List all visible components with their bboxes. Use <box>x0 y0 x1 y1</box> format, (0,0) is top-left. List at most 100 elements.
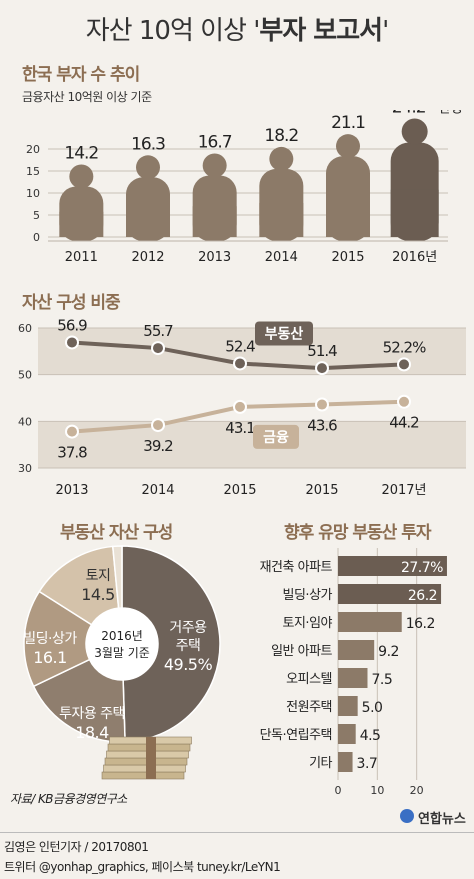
bar <box>338 724 356 744</box>
bar-base <box>192 206 237 237</box>
bar <box>338 584 442 604</box>
category-label: 재건축 아파트 <box>260 560 333 575</box>
slice-label: 투자용 주택 <box>59 706 125 722</box>
data-label: 14.2 <box>64 144 98 164</box>
x-tick-label: 2014 <box>141 483 174 498</box>
donut-hole <box>86 608 158 680</box>
y-tick-label: 5 <box>33 209 40 222</box>
x-tick-label: 2015 <box>305 483 338 498</box>
y-tick-label: 20 <box>26 143 40 156</box>
slice-value: 16.1 <box>33 648 67 667</box>
legend-label: 금융 <box>263 430 289 446</box>
bar-base <box>59 211 104 237</box>
data-label: 39.2 <box>143 437 173 455</box>
data-label: 7.5 <box>372 672 393 688</box>
rich-count-chart: 0 5 10 15 20 14.2 2011 16.3 2012 16.7 2013 18.2 2014… <box>26 110 463 265</box>
slice-label: 토지 <box>86 568 111 584</box>
bar <box>338 668 368 688</box>
investment-title: 향후 유망 부동산 투자 <box>284 523 432 543</box>
title-end: ' <box>382 16 389 46</box>
x-tick-label: 2016년 <box>392 250 437 265</box>
money-band <box>146 737 156 779</box>
data-label: 18.2 <box>264 126 298 146</box>
realestate-composition-title: 부동산 자산 구성 <box>60 523 173 543</box>
legend-label: 부동산 <box>265 325 304 342</box>
y-tick-label: 30 <box>18 462 32 475</box>
bar-base <box>259 202 304 237</box>
bar <box>338 612 402 632</box>
logo-text: 연합뉴스 <box>418 812 466 827</box>
title-plain: 자산 10억 이상 ' <box>85 16 261 46</box>
slice-value: 14.5 <box>81 585 115 604</box>
x-tick-label: 2014 <box>265 250 298 265</box>
data-point <box>397 357 411 372</box>
y-tick-label: 0 <box>33 231 40 244</box>
data-label: 55.7 <box>143 322 173 340</box>
data-label: 4.5 <box>360 728 381 744</box>
bar-head <box>69 164 94 189</box>
data-point <box>65 335 79 350</box>
center-label: 2016년 <box>101 629 143 643</box>
rich-count-title: 한국 부자 수 추이 <box>22 65 140 85</box>
slice-label: 빌딩·상가 <box>23 631 77 647</box>
data-label: 26.2 <box>408 588 437 604</box>
bar-base <box>390 189 439 237</box>
data-label: 56.9 <box>57 316 87 334</box>
bar-head <box>136 155 160 180</box>
data-point <box>233 399 247 414</box>
data-point <box>65 424 79 439</box>
bar-head <box>202 153 227 178</box>
y-tick-label: 10 <box>26 187 40 200</box>
investment-chart: 0 10 20 재건축 아파트 27.7% 빌딩·상가 26.2 토지·임야 16.2 일반 아파… <box>260 548 447 797</box>
slice-value: 18.4 <box>75 723 109 742</box>
data-label: 37.8 <box>57 444 87 462</box>
data-label: 16.3 <box>131 134 165 154</box>
category-label: 전원주택 <box>286 700 332 715</box>
asset-composition-title: 자산 구성 비중 <box>22 293 121 313</box>
category-label: 일반 아파트 <box>271 644 332 659</box>
data-label: 52.2% <box>383 338 426 356</box>
money-bill <box>103 764 186 773</box>
x-tick-label: 20 <box>410 784 424 797</box>
data-point <box>151 341 165 356</box>
y-tick-label: 15 <box>26 165 40 178</box>
data-label: 44.2 <box>389 414 419 432</box>
footer-divider <box>0 832 474 833</box>
category-label: 오피스텔 <box>286 672 332 687</box>
bar-head <box>401 118 428 145</box>
bar <box>338 640 375 660</box>
data-point <box>397 394 411 409</box>
slice-label: 주택 <box>176 638 201 654</box>
data-point <box>151 418 165 433</box>
data-point <box>233 356 247 371</box>
band <box>38 328 466 375</box>
data-point <box>315 361 329 376</box>
sns-text: 트위터 @yonhap_graphics, 페이스북 tuney.kr/LeYN… <box>4 860 281 874</box>
data-label: 27.7% <box>401 560 443 576</box>
category-label: 기타 <box>309 756 332 771</box>
y-tick-label: 60 <box>18 322 32 335</box>
x-tick-label: 0 <box>335 784 342 797</box>
data-point <box>315 397 329 412</box>
data-label: 5.0 <box>362 700 383 716</box>
y-tick-label: 40 <box>18 415 32 428</box>
data-label: 43.1 <box>225 419 255 437</box>
money-bill <box>101 771 185 780</box>
credit-text: 김영은 인턴기자 / 20170801 <box>4 840 149 854</box>
slice-value: 49.5% <box>164 655 213 674</box>
x-tick-label: 2012 <box>131 250 164 265</box>
bar-base <box>126 207 170 237</box>
x-tick-label: 2013 <box>198 250 231 265</box>
category-label: 빌딩·상가 <box>283 588 333 603</box>
bar <box>338 752 353 772</box>
center-label: 3월말 기준 <box>94 646 150 660</box>
category-label: 토지·임야 <box>283 616 333 631</box>
asset-composition-chart: 30 40 50 60 2013 2014 2015 2015 2017년 56.9 55.7 52.… <box>18 316 466 498</box>
x-tick-label: 10 <box>370 784 384 797</box>
series-tag <box>255 321 313 346</box>
bar <box>338 696 358 716</box>
rich-count-subtitle: 금융자산 10억원 이상 기준 <box>22 90 152 104</box>
yonhap-logo-icon <box>400 809 414 823</box>
